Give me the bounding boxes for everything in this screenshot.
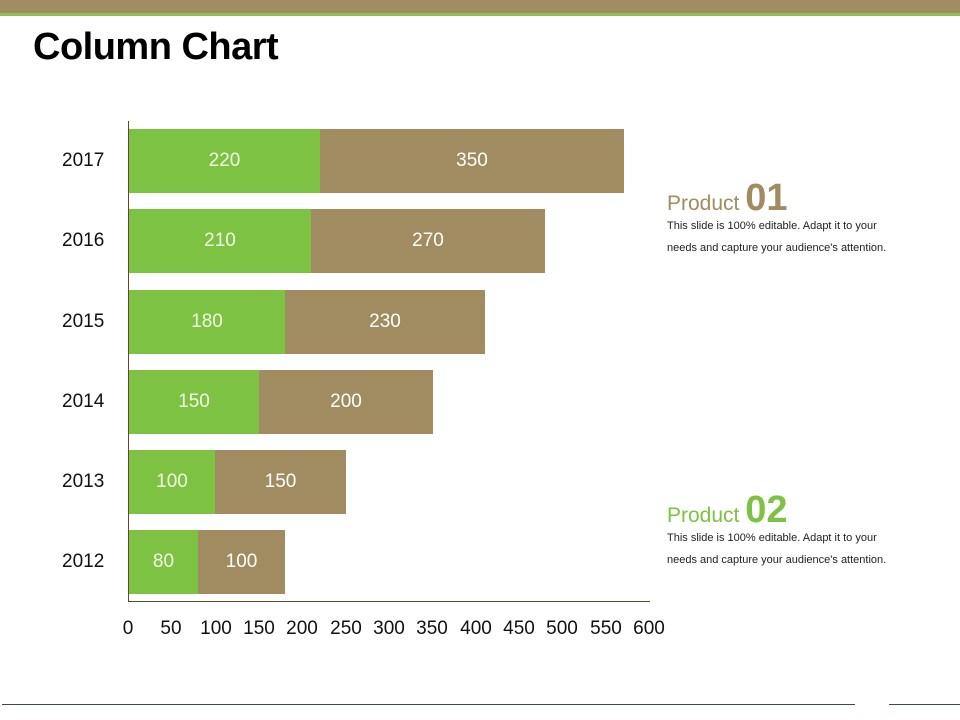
bar-row-2015: 180 230 [129,290,485,354]
legend-desc-line: needs and capture your audience's attent… [667,242,887,254]
legend-desc-line: This slide is 100% editable. Adapt it to… [667,220,877,232]
x-tick: 200 [286,618,318,639]
x-tick: 400 [460,618,492,639]
bar-row-2014: 150 200 [129,370,433,434]
bar-segment-product02: 100 [129,450,215,514]
legend-desc-line: This slide is 100% editable. Adapt it to… [667,532,877,544]
x-tick: 300 [373,618,405,639]
legend-heading: Product 02 [667,491,886,529]
bar-segment-product02: 150 [129,370,259,434]
legend-label: Product [667,192,740,215]
x-tick: 350 [416,618,448,639]
y-label: 2012 [62,551,105,572]
bar-segment-product02: 180 [129,290,285,354]
x-tick: 600 [633,618,665,639]
x-tick: 500 [546,618,578,639]
x-tick: 150 [243,618,275,639]
bar-segment-product01: 350 [320,129,624,193]
legend-product-02: Product 02 This slide is 100% editable. … [667,491,886,571]
bar-segment-product01: 100 [198,530,285,594]
bar-row-2016: 210 270 [129,209,545,273]
bar-segment-product02: 210 [129,209,311,273]
bar-segment-product01: 200 [259,370,433,434]
legend-number: 01 [745,177,788,219]
x-tick: 250 [330,618,362,639]
legend-description: This slide is 100% editable. Adapt it to… [667,215,886,259]
x-axis-line [128,601,650,602]
x-tick: 100 [200,618,232,639]
x-tick: 450 [503,618,535,639]
bar-segment-product02: 80 [129,530,198,594]
y-label: 2014 [62,391,105,412]
bar-segment-product01: 270 [311,209,545,273]
bar-segment-product01: 150 [215,450,346,514]
page-title: Column Chart [33,26,279,68]
legend-desc-line: needs and capture your audience's attent… [667,554,887,566]
y-label: 2016 [62,230,105,251]
bar-segment-product02: 220 [129,129,320,193]
y-label: 2015 [62,311,105,332]
x-tick: 50 [160,618,182,639]
footer-line-short [889,704,960,705]
x-tick: 0 [122,618,134,639]
y-axis-line [128,121,129,602]
y-label: 2013 [62,471,105,492]
legend-product-01: Product 01 This slide is 100% editable. … [667,179,886,259]
legend-number: 02 [745,489,788,531]
legend-label: Product [667,504,740,527]
footer-line [2,704,855,705]
bar-row-2012: 80 100 [129,530,285,594]
legend-heading: Product 01 [667,179,886,217]
x-tick: 550 [590,618,622,639]
y-label: 2017 [62,150,105,171]
bar-row-2013: 100 150 [129,450,346,514]
bar-row-2017: 220 350 [129,129,624,193]
legend-description: This slide is 100% editable. Adapt it to… [667,527,886,571]
header-accent-line [0,13,960,16]
header-band [0,0,960,13]
bar-segment-product01: 230 [285,290,485,354]
